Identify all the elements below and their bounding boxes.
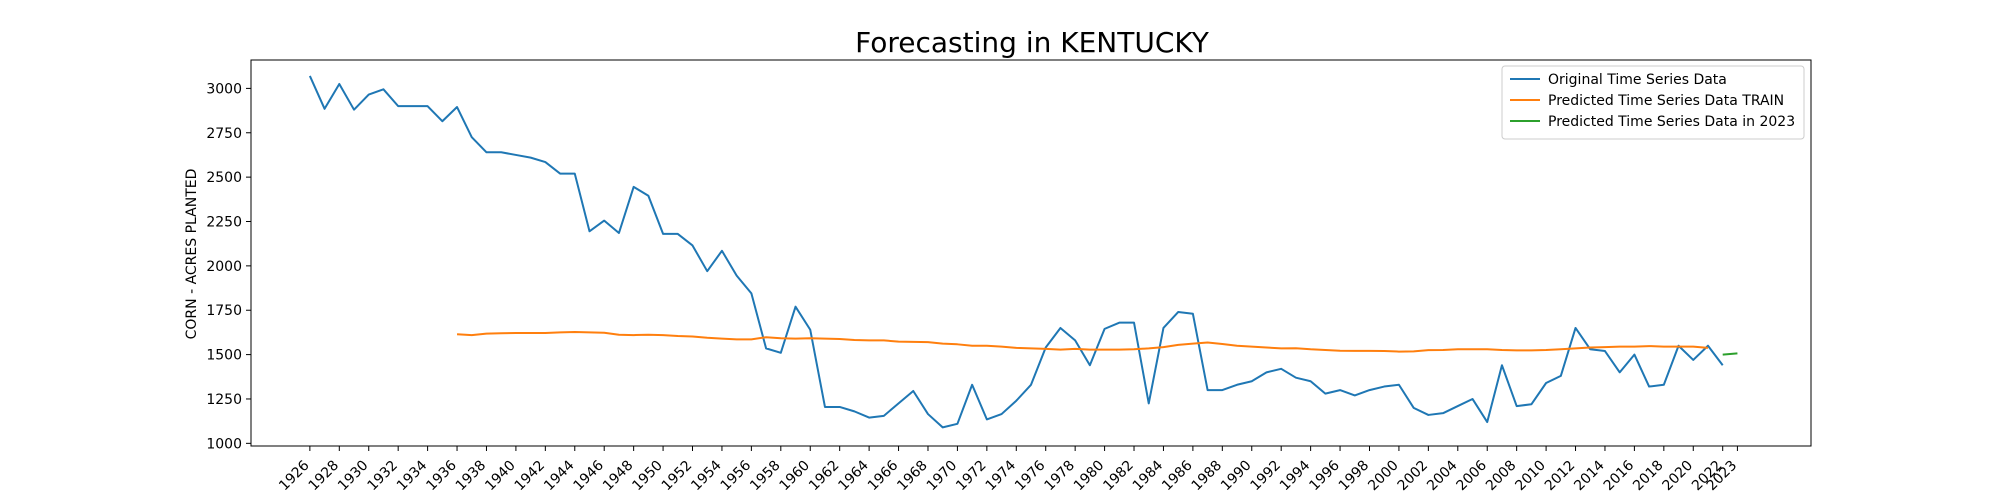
y-tick-label: 2000 bbox=[206, 259, 242, 275]
x-tick-label: 2004 bbox=[1424, 457, 1461, 494]
x-tick-label: 1986 bbox=[1159, 457, 1196, 494]
y-tick-label: 2250 bbox=[206, 214, 242, 230]
series-line-3 bbox=[1722, 352, 1738, 356]
x-tick-label: 1928 bbox=[306, 458, 343, 495]
x-tick-label: 1932 bbox=[364, 458, 401, 495]
x-tick-label: 1956 bbox=[718, 457, 755, 494]
x-tick-label: 1996 bbox=[1306, 457, 1343, 494]
y-tick-label: 2750 bbox=[206, 126, 242, 142]
plot-frame bbox=[250, 59, 1812, 447]
legend-box bbox=[1501, 65, 1805, 140]
x-tick-label: 1964 bbox=[835, 457, 872, 494]
x-tick-label: 1958 bbox=[747, 458, 784, 495]
x-tick-label: 1954 bbox=[688, 457, 725, 494]
x-tick-label: 1980 bbox=[1071, 458, 1108, 495]
x-tick-label: 1944 bbox=[541, 457, 578, 494]
x-tick-label: 2020 bbox=[1660, 458, 1697, 495]
x-tick-label: 1936 bbox=[423, 457, 460, 494]
x-tick-label: 1962 bbox=[806, 458, 843, 495]
x-tick-label: 1960 bbox=[777, 458, 814, 495]
x-axis: 1926192819301932193419361938194019421944… bbox=[276, 446, 1740, 494]
x-tick-label: 1970 bbox=[924, 458, 961, 495]
x-tick-label: 1942 bbox=[512, 458, 549, 495]
x-tick-label: 1974 bbox=[983, 457, 1020, 494]
x-tick-label: 1946 bbox=[571, 457, 608, 494]
x-tick-label: 1976 bbox=[1012, 457, 1049, 494]
series-line-1 bbox=[308, 75, 1724, 429]
x-tick-label: 2014 bbox=[1571, 457, 1608, 494]
plot-area bbox=[308, 75, 1738, 429]
x-tick-label: 1938 bbox=[453, 458, 490, 495]
x-tick-label: 2008 bbox=[1483, 458, 1520, 495]
x-tick-label: 2006 bbox=[1454, 457, 1491, 494]
y-tick-label: 1250 bbox=[206, 392, 242, 408]
x-tick-label: 1978 bbox=[1041, 458, 1078, 495]
x-tick-label: 1966 bbox=[865, 457, 902, 494]
legend: Original Time Series Data Predicted Time … bbox=[1501, 65, 1805, 140]
x-tick-label: 1930 bbox=[335, 458, 372, 495]
y-tick-label: 1500 bbox=[206, 348, 242, 364]
legend-label-2: Predicted Time Series Data TRAIN bbox=[1548, 93, 1784, 109]
x-tick-label: 1952 bbox=[659, 458, 696, 495]
series-line-2 bbox=[456, 331, 1709, 353]
x-tick-label: 1948 bbox=[600, 458, 637, 495]
x-tick-label: 1994 bbox=[1277, 457, 1314, 494]
x-tick-label: 2016 bbox=[1601, 457, 1638, 494]
x-tick-label: 2000 bbox=[1365, 458, 1402, 495]
legend-label-3: Predicted Time Series Data in 2023 bbox=[1548, 114, 1795, 130]
x-tick-label: 1998 bbox=[1336, 458, 1373, 495]
y-axis-label: CORN - ACRES PLANTED bbox=[184, 169, 200, 340]
x-tick-label: 1988 bbox=[1189, 458, 1226, 495]
y-axis: 1000 1250 1500 1750 2000 2250 2500 2750 3000 bbox=[206, 81, 251, 452]
x-tick-label: 1972 bbox=[953, 458, 990, 495]
chart-title: Forecasting in KENTUCKY bbox=[855, 26, 1210, 59]
x-tick-label: 2010 bbox=[1512, 458, 1549, 495]
legend-label-1: Original Time Series Data bbox=[1548, 72, 1727, 88]
x-tick-label: 2012 bbox=[1542, 458, 1579, 495]
y-tick-label: 1750 bbox=[206, 303, 242, 319]
y-tick-label: 3000 bbox=[206, 81, 242, 97]
x-tick-label: 1940 bbox=[482, 458, 519, 495]
y-tick-label: 1000 bbox=[206, 436, 242, 452]
x-tick-label: 1982 bbox=[1100, 458, 1137, 495]
x-tick-label: 1950 bbox=[629, 458, 666, 495]
x-tick-label: 2018 bbox=[1630, 458, 1667, 495]
x-tick-label: 1992 bbox=[1248, 458, 1285, 495]
x-tick-label: 1926 bbox=[276, 457, 313, 494]
x-tick-label: 1990 bbox=[1218, 458, 1255, 495]
x-tick-label: 2002 bbox=[1395, 458, 1432, 495]
x-tick-label: 1984 bbox=[1130, 457, 1167, 494]
y-tick-label: 2500 bbox=[206, 170, 242, 186]
x-tick-label: 1968 bbox=[894, 458, 931, 495]
x-tick-label: 1934 bbox=[394, 457, 431, 494]
